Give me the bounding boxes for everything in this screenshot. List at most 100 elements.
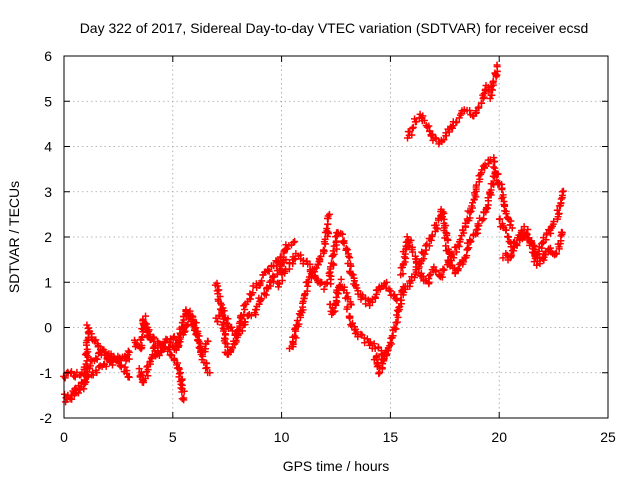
data-point <box>125 355 133 363</box>
data-point <box>138 334 146 342</box>
data-point <box>489 78 497 86</box>
data-point <box>558 194 566 202</box>
data-point <box>432 221 440 229</box>
data-point <box>184 309 192 317</box>
data-point <box>499 254 507 262</box>
data-point <box>491 170 499 178</box>
data-point <box>474 104 482 112</box>
series-track-h <box>211 256 290 358</box>
data-point <box>481 161 489 169</box>
data-point <box>343 305 351 313</box>
data-point <box>110 355 118 363</box>
data-point <box>429 130 437 138</box>
data-point <box>263 284 271 292</box>
x-tick-label: 15 <box>383 429 399 445</box>
data-point <box>440 266 448 274</box>
data-point <box>395 303 403 311</box>
data-point <box>162 335 170 343</box>
data-point <box>440 209 448 217</box>
data-point <box>229 344 237 352</box>
data-point <box>533 261 541 269</box>
data-point <box>362 300 370 308</box>
data-point <box>550 217 558 225</box>
data-point <box>437 271 445 279</box>
data-point <box>479 91 487 99</box>
data-point <box>553 206 561 214</box>
data-point <box>138 341 146 349</box>
data-point <box>221 339 229 347</box>
data-point <box>557 195 565 203</box>
data-point <box>329 308 337 316</box>
data-point <box>478 216 486 224</box>
data-point <box>488 180 496 188</box>
data-point <box>475 222 483 230</box>
data-point <box>138 378 146 386</box>
data-point <box>114 352 122 360</box>
data-point <box>266 278 274 286</box>
data-point <box>137 345 145 353</box>
data-point <box>314 261 322 269</box>
series-track-b <box>60 345 133 382</box>
data-point <box>295 320 303 328</box>
data-point <box>399 270 407 278</box>
data-point <box>214 317 222 325</box>
data-point <box>444 257 452 265</box>
data-point <box>498 184 506 192</box>
data-point <box>558 228 566 236</box>
y-tick-label: -2 <box>40 410 53 426</box>
data-point <box>320 246 328 254</box>
series-track-g <box>212 238 299 341</box>
data-point <box>135 365 143 373</box>
data-point <box>83 321 91 329</box>
data-point <box>121 363 129 371</box>
data-point <box>144 372 152 380</box>
data-point <box>358 293 366 301</box>
data-point <box>194 327 202 335</box>
x-tick-label: 25 <box>600 429 616 445</box>
data-point <box>150 335 158 343</box>
data-point <box>392 319 400 327</box>
data-point <box>167 351 175 359</box>
series-track-e <box>135 343 188 404</box>
data-point <box>453 118 461 126</box>
data-point <box>347 321 355 329</box>
data-point <box>502 226 510 234</box>
data-point <box>489 163 497 171</box>
data-point <box>434 225 441 233</box>
data-point <box>519 228 527 236</box>
data-point <box>375 370 383 378</box>
data-point <box>327 259 335 267</box>
data-point <box>293 317 301 325</box>
data-point <box>338 230 346 238</box>
data-point <box>404 134 412 142</box>
data-point <box>371 294 379 302</box>
data-point <box>456 236 464 244</box>
grid-layer <box>64 56 608 418</box>
data-point <box>180 396 188 404</box>
data-point <box>92 336 100 344</box>
data-point <box>508 224 516 232</box>
data-point <box>94 342 102 350</box>
data-point <box>350 277 358 285</box>
data-point <box>490 181 498 189</box>
data-point <box>291 332 299 340</box>
data-point <box>178 395 186 403</box>
data-point <box>124 347 132 355</box>
data-point <box>289 239 297 247</box>
data-point <box>340 237 348 245</box>
data-point <box>116 362 124 370</box>
series-track-j <box>286 210 333 352</box>
data-point <box>421 250 429 258</box>
data-point <box>145 326 153 334</box>
data-point <box>191 326 199 334</box>
data-point <box>142 312 150 320</box>
data-point <box>491 157 499 165</box>
data-point <box>332 297 340 305</box>
series-track-o <box>400 169 499 296</box>
data-point <box>472 109 480 117</box>
data-point <box>425 242 433 250</box>
data-point <box>326 265 334 273</box>
data-marks <box>60 61 567 406</box>
data-point <box>373 363 381 371</box>
